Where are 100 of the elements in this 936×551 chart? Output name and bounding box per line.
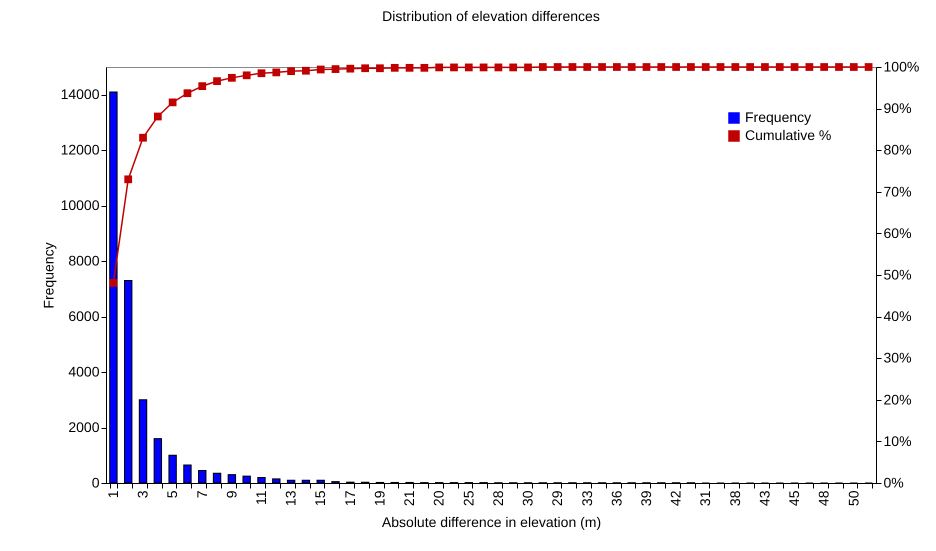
y-tick-label: 4000 <box>68 364 100 380</box>
point <box>612 63 621 71</box>
y-tick-label: 14000 <box>60 86 100 102</box>
y-tick-label: 2000 <box>68 419 100 436</box>
point <box>346 64 354 73</box>
legend-label: Frequency <box>745 109 812 125</box>
point <box>835 63 843 71</box>
point <box>583 63 592 71</box>
point <box>316 66 325 74</box>
point <box>228 74 236 82</box>
y-tick-label: 6000 <box>68 308 100 324</box>
x-tick-label: 28 <box>490 490 506 506</box>
y-tick-label: 12000 <box>60 142 100 158</box>
x-tick-label: 33 <box>578 490 595 506</box>
point <box>420 64 428 72</box>
y2-tick-label: 10% <box>884 432 912 449</box>
point <box>864 63 872 71</box>
point <box>731 63 740 71</box>
x-tick-label: 3 <box>134 490 151 498</box>
y-axis-title: Frequency <box>40 242 57 309</box>
point <box>524 64 532 72</box>
x-tick-label: 9 <box>223 490 240 498</box>
x-tick-label: 15 <box>312 490 328 506</box>
point <box>154 112 162 120</box>
point <box>716 63 724 71</box>
point <box>702 63 710 71</box>
point <box>657 63 666 71</box>
point <box>628 63 636 71</box>
point <box>168 98 177 106</box>
point <box>139 134 147 142</box>
x-axis-title: Absolute difference in elevation (m) <box>382 514 602 530</box>
point <box>213 77 221 86</box>
point <box>435 64 444 72</box>
x-tick-label: 48 <box>816 490 832 506</box>
y2-tick-label: 30% <box>884 350 912 366</box>
x-tick-label: 20 <box>430 490 447 506</box>
point <box>332 65 340 73</box>
y-tick-label: 8000 <box>68 252 100 269</box>
x-tick-label: 17 <box>342 490 358 506</box>
point <box>406 64 414 72</box>
point <box>761 63 769 71</box>
y2-tick-label: 70% <box>884 183 912 200</box>
y2-tick-label: 20% <box>884 391 912 408</box>
legend-label: Cumulative % <box>745 127 832 143</box>
x-tick-label: 7 <box>194 490 210 498</box>
y-tick-label: 0 <box>92 474 100 490</box>
point <box>509 64 518 72</box>
point <box>287 67 295 76</box>
x-tick-label: 31 <box>697 490 714 506</box>
point <box>494 64 502 72</box>
y2-tick-label: 80% <box>884 142 912 158</box>
point <box>450 64 458 72</box>
y2-tick-label: 90% <box>884 100 912 116</box>
point <box>672 63 680 71</box>
point <box>302 66 310 75</box>
point <box>480 64 488 72</box>
point <box>184 89 192 98</box>
x-tick-label: 11 <box>252 490 269 506</box>
x-tick-label: 5 <box>164 490 180 498</box>
x-tick-label: 36 <box>608 490 624 506</box>
point <box>746 63 754 71</box>
point <box>376 64 384 72</box>
y2-tick-label: 100% <box>884 58 920 74</box>
point <box>642 63 650 71</box>
x-tick-label: 43 <box>756 490 772 506</box>
point <box>538 63 547 71</box>
point <box>820 63 828 71</box>
point <box>110 279 118 287</box>
x-tick-label: 29 <box>549 490 566 506</box>
x-tick-label: 39 <box>638 490 654 506</box>
point <box>568 63 576 71</box>
point <box>272 68 280 76</box>
point <box>776 63 784 71</box>
point <box>198 82 206 90</box>
x-tick-label: 19 <box>371 490 388 506</box>
point <box>242 71 251 80</box>
point <box>124 175 132 184</box>
point <box>790 63 798 71</box>
point <box>687 63 695 71</box>
x-tick-label: 21 <box>401 490 418 506</box>
chart-title: Distribution of elevation differences <box>382 8 600 24</box>
point <box>850 63 858 71</box>
x-tick-label: 38 <box>726 490 743 506</box>
point <box>805 63 814 71</box>
x-tick-label: 42 <box>668 490 684 506</box>
x-tick-label: 50 <box>845 490 862 506</box>
x-tick-label: 30 <box>520 490 536 506</box>
point <box>361 64 370 72</box>
y2-tick-label: 0% <box>884 474 904 490</box>
y-tick-label: 10000 <box>60 197 100 214</box>
x-tick-label: 25 <box>460 490 476 506</box>
point <box>258 69 266 78</box>
y2-tick-label: 50% <box>884 266 912 282</box>
point <box>390 64 399 72</box>
point <box>598 63 606 71</box>
y2-tick-label: 40% <box>884 308 912 324</box>
x-tick-label: 13 <box>282 490 299 506</box>
point <box>464 64 473 72</box>
point <box>554 63 562 71</box>
x-tick-label: 45 <box>786 490 802 506</box>
